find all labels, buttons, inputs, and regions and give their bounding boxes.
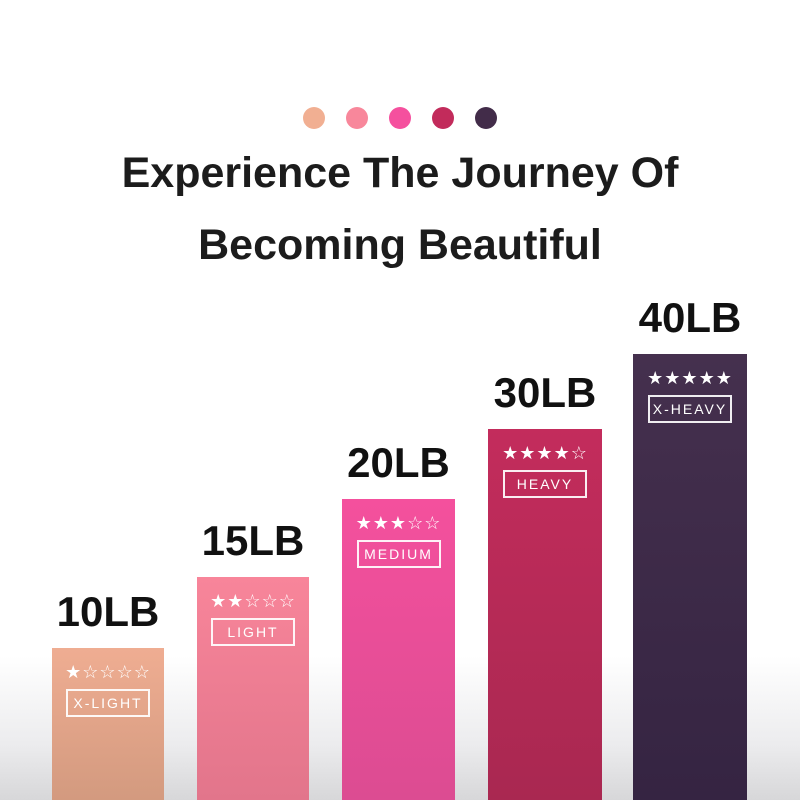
level-badge: X-LIGHT (66, 689, 150, 717)
bar-group: 15LB ★★☆☆☆ LIGHT (197, 517, 309, 800)
weight-label: 10LB (56, 588, 160, 635)
bar-group: 40LB ★★★★★ X-HEAVY (633, 294, 747, 800)
palette-dot-heavy (432, 107, 454, 129)
bar: ★★★★★ X-HEAVY (633, 354, 747, 800)
palette-dot-medium (389, 107, 411, 129)
bar: ★★☆☆☆ LIGHT (197, 577, 309, 800)
bar: ★☆☆☆☆ X-LIGHT (52, 648, 164, 800)
bar-group: 20LB ★★★☆☆ MEDIUM (342, 439, 455, 800)
star-rating: ★★☆☆☆ (210, 591, 296, 611)
palette-dot-x-heavy (475, 107, 497, 129)
star-rating: ★★★★★ (647, 368, 733, 388)
palette-dot-x-light (303, 107, 325, 129)
page-title-line1: Experience The Journey Of (121, 149, 679, 197)
level-badge: X-HEAVY (648, 395, 732, 423)
bar: ★★★☆☆ MEDIUM (342, 499, 455, 800)
weight-label: 30LB (493, 369, 597, 416)
level-badge: LIGHT (211, 618, 295, 646)
weight-label: 40LB (638, 294, 742, 341)
weight-label: 20LB (347, 439, 450, 486)
page-title: Experience The Journey Of Becoming Beauti… (0, 137, 800, 281)
palette-dots-row (0, 107, 800, 129)
level-badge: MEDIUM (356, 540, 441, 568)
bar-group: 10LB ★☆☆☆☆ X-LIGHT (52, 588, 164, 800)
star-rating: ★★★★☆ (502, 443, 588, 463)
bar: ★★★★☆ HEAVY (488, 429, 602, 800)
palette-dot-light (346, 107, 368, 129)
bar-group: 30LB ★★★★☆ HEAVY (488, 369, 602, 800)
star-rating: ★★★☆☆ (355, 513, 442, 533)
level-badge: HEAVY (503, 470, 587, 498)
weight-label: 15LB (201, 517, 305, 564)
page-title-line2: Becoming Beautiful (198, 221, 602, 269)
star-rating: ★☆☆☆☆ (65, 662, 151, 682)
